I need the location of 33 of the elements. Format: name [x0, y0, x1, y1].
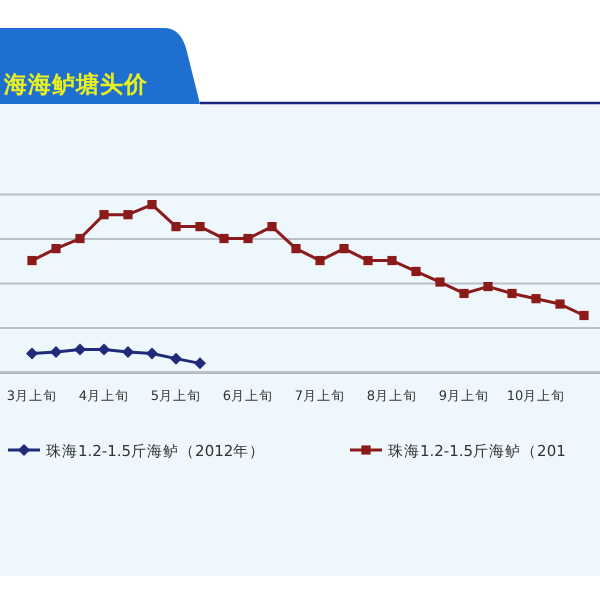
point	[27, 255, 37, 266]
chart-title: 海海鲈塘头价	[2, 70, 150, 98]
point	[195, 222, 205, 232]
point	[459, 288, 469, 299]
point	[170, 352, 182, 365]
point	[435, 277, 445, 287]
point	[50, 345, 62, 358]
point	[315, 255, 325, 266]
point	[147, 200, 157, 210]
point	[75, 233, 85, 244]
point	[363, 255, 373, 266]
point	[411, 266, 421, 277]
point	[194, 357, 206, 370]
point	[555, 299, 565, 309]
point	[26, 347, 38, 360]
point	[99, 210, 109, 220]
point	[387, 255, 397, 266]
point	[146, 347, 158, 360]
point	[74, 343, 86, 356]
point	[483, 281, 493, 292]
point	[171, 222, 181, 232]
point	[267, 222, 277, 232]
point	[291, 244, 301, 254]
point	[243, 233, 253, 244]
point	[579, 310, 589, 321]
point	[51, 244, 61, 254]
point	[531, 294, 541, 304]
point	[123, 210, 133, 220]
point	[339, 244, 349, 254]
point	[507, 288, 517, 299]
point	[219, 233, 229, 244]
point	[122, 345, 134, 358]
point	[98, 343, 110, 356]
